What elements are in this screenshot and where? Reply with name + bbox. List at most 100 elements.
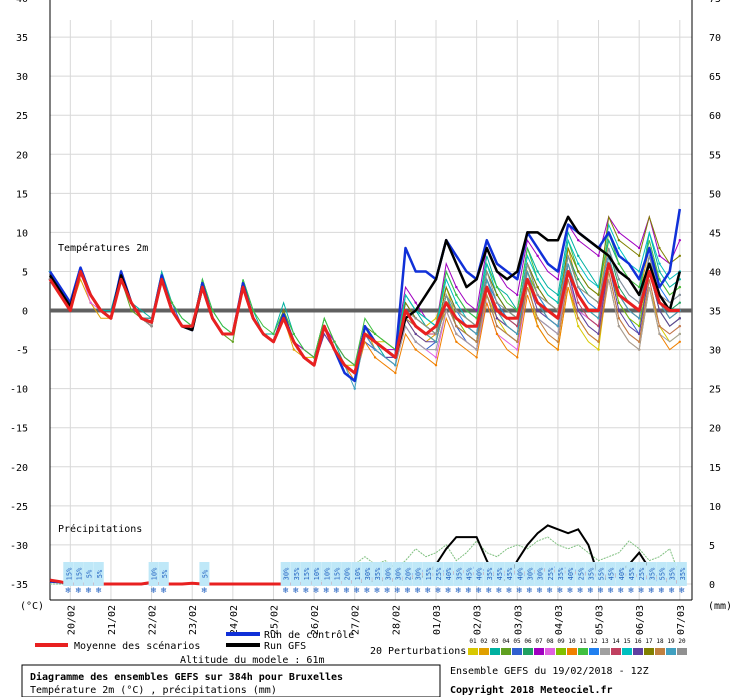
- precip-snow-icon: ❄: [364, 586, 371, 595]
- precip-probability-box: [646, 562, 657, 586]
- perturbation-point: [637, 340, 641, 343]
- precip-probability-box: [392, 562, 403, 586]
- perturbation-swatch: [567, 648, 577, 655]
- perturbation-swatch: [501, 648, 511, 655]
- precip-snow-icon: ❄: [85, 586, 92, 595]
- perturbation-point: [455, 301, 458, 304]
- right-tick-label: 0: [709, 580, 715, 591]
- precip-snow-icon: ❄: [678, 586, 685, 595]
- precip-snow-icon: ❄: [546, 586, 553, 595]
- precip-probability-box: [93, 562, 104, 586]
- precip-snow-icon: ❄: [496, 586, 503, 595]
- precip-snow-icon: ❄: [618, 586, 625, 595]
- precip-probability-box: [626, 562, 637, 586]
- perturbation-id-label: 06: [524, 638, 532, 645]
- legend-perturbations-label: 20 Perturbations: [370, 646, 466, 657]
- left-tick-label: 0: [22, 307, 28, 318]
- right-tick-label: 75: [709, 0, 721, 5]
- x-axis-ticks: 20/02 21/02 22/02 23/02 24/02 25/02 26/02 27/02…: [66, 605, 686, 635]
- perturbation-point: [556, 332, 560, 336]
- precip-probability-box: [605, 562, 616, 586]
- precip-snow-icon: ❄: [516, 586, 523, 595]
- perturbation-point: [455, 293, 458, 297]
- precip-probability-label: 35%: [557, 567, 565, 580]
- perturbation-point: [414, 301, 417, 304]
- perturbation-point: [678, 340, 682, 343]
- precip-probability-label: 35%: [374, 567, 382, 580]
- perturbation-point: [617, 301, 621, 304]
- left-tick-label: -25: [10, 502, 28, 513]
- perturbation-point: [455, 332, 458, 336]
- precip-probability-box: [615, 562, 626, 586]
- perturbation-point: [678, 239, 682, 242]
- perturbation-point: [516, 324, 519, 328]
- perturbation-point: [577, 278, 580, 281]
- perturbation-point: [455, 285, 458, 289]
- precip-probability-label: 20%: [344, 567, 352, 580]
- precip-probability-label: 15%: [75, 567, 83, 580]
- precip-perturbations-line: [50, 536, 681, 585]
- precip-probability-box: [443, 562, 454, 586]
- perturbation-id-label: 05: [513, 638, 521, 645]
- precip-probability-box: [63, 562, 74, 586]
- perturbation-point: [434, 348, 438, 351]
- perturbation-point: [577, 270, 580, 273]
- perturbation-point: [637, 324, 641, 328]
- precip-probability-box: [331, 562, 342, 586]
- perturbation-point: [577, 317, 580, 320]
- perturbation-id-label: 10: [568, 638, 576, 645]
- precip-probability-label: 15%: [425, 567, 433, 580]
- precip-snow-icon: ❄: [648, 586, 655, 595]
- precip-snow-icon: ❄: [292, 586, 299, 595]
- perturbation-point: [556, 348, 560, 351]
- precip-probability-box: [453, 562, 464, 586]
- perturbation-point: [577, 285, 580, 289]
- chart-title: Diagramme des ensembles GEFS sur 384h po…: [30, 671, 343, 683]
- precip-probability-label: 45%: [628, 567, 636, 580]
- legend-control-label: Run de contrôle: [264, 629, 354, 641]
- precip-probability-label: 25%: [547, 567, 555, 580]
- perturbation-id-label: 16: [634, 638, 642, 645]
- perturbation-point: [434, 356, 438, 359]
- right-tick-label: 35: [709, 307, 721, 318]
- precip-probability-box: [158, 562, 169, 586]
- perturbation-point: [373, 332, 377, 336]
- precip-probability-box: [321, 562, 332, 586]
- precip-probability-label: 20%: [405, 567, 413, 580]
- perturbation-point: [536, 270, 539, 273]
- perturbation-point: [637, 270, 641, 273]
- perturbation-swatch: [534, 648, 544, 655]
- left-tick-label: 10: [16, 228, 28, 239]
- perturbation-point: [556, 324, 560, 328]
- right-tick-label: 45: [709, 228, 721, 239]
- perturbation-point: [617, 231, 621, 234]
- perturbation-point: [597, 348, 600, 351]
- perturbation-point: [617, 262, 621, 265]
- left-axis-ticks: 40 35 30 25 20 15 10 5 0 -5 -10 -15 -20 -25 -30 -35: [10, 0, 28, 591]
- perturbation-point: [617, 309, 621, 312]
- precip-probability-label: 35%: [648, 567, 656, 580]
- perturbation-point: [434, 364, 438, 367]
- precip-probability-label: 15%: [303, 567, 311, 580]
- precip-probability-box: [290, 562, 301, 586]
- perturbation-point: [556, 293, 560, 297]
- precip-probability-box: [493, 562, 504, 586]
- precip-snow-icon: ❄: [607, 586, 614, 595]
- x-tick-label: 05/03: [595, 605, 606, 635]
- perturbation-point: [617, 285, 621, 289]
- perturbation-point: [536, 293, 539, 297]
- perturbation-swatch: [578, 648, 588, 655]
- perturbation-id-label: 09: [557, 638, 565, 645]
- perturbation-point: [353, 387, 356, 390]
- perturbation-point: [658, 262, 661, 265]
- perturbation-point: [536, 309, 539, 312]
- precip-snow-icon: ❄: [313, 586, 320, 595]
- precip-snow-icon: ❄: [414, 586, 421, 595]
- precip-probability-box: [575, 562, 586, 586]
- x-tick-label: 26/02: [310, 605, 321, 635]
- perturbation-point: [414, 332, 417, 336]
- precip-probability-label: 25%: [435, 567, 443, 580]
- precip-probability-box: [544, 562, 555, 586]
- main-series: [48, 208, 682, 383]
- perturbation-swatch: [666, 648, 676, 655]
